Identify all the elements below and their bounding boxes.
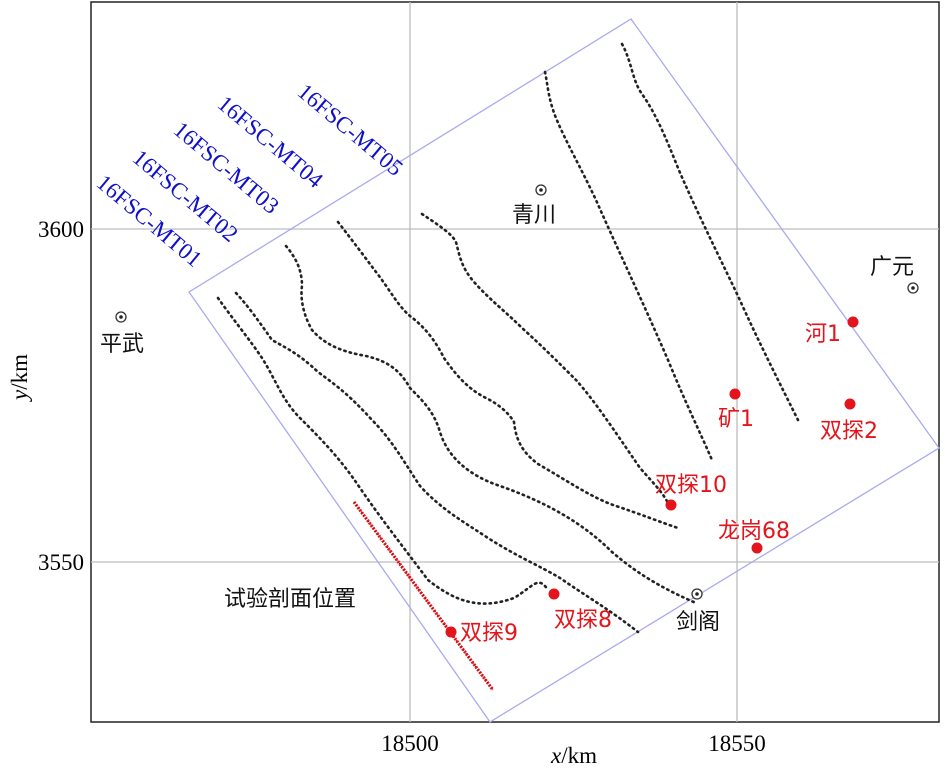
trace-16FSC-MT03 <box>284 244 698 605</box>
well-label: 双探8 <box>554 608 612 633</box>
survey-area-boundary <box>188 18 940 723</box>
y-tick-label: 3600 <box>38 217 84 242</box>
test-profile-label: 试验剖面位置 <box>224 587 356 612</box>
x-axis-label: x/km <box>550 743 597 768</box>
well-marker-icon <box>665 499 677 511</box>
y-tick-label: 3550 <box>38 550 84 575</box>
trace-16FSC-MT05 <box>420 212 672 510</box>
mt-traces <box>216 42 800 634</box>
town-marker-dot-icon <box>911 286 915 290</box>
well-marker-icon <box>844 398 856 410</box>
town-label: 剑阁 <box>676 610 720 635</box>
trace-16FSC-MT02 <box>234 291 640 634</box>
town-marker-dot-icon <box>539 188 543 192</box>
well-label: 双探9 <box>460 621 518 646</box>
well-marker-icon <box>751 542 763 554</box>
well-marker-icon <box>847 316 859 328</box>
well-label: 双探2 <box>820 419 878 444</box>
town-label: 青川 <box>512 203 556 228</box>
x-tick-label: 18500 <box>381 731 439 756</box>
well-label: 双探10 <box>655 473 727 498</box>
town-marker-dot-icon <box>119 315 123 319</box>
town-guangyuan: 广元 <box>870 255 919 294</box>
test-profile-dots <box>353 501 494 691</box>
trace-north-1 <box>543 70 714 462</box>
x-tick-label: 18550 <box>708 731 766 756</box>
town-jiange: 剑阁 <box>676 588 720 635</box>
town-pingwu: 平武 <box>100 311 144 357</box>
tick-labels: 18500 18550 3600 3550 <box>38 217 766 756</box>
town-label: 平武 <box>100 332 144 357</box>
grid <box>91 2 939 722</box>
well-marker-icon <box>548 588 560 600</box>
town-label: 广元 <box>870 255 914 280</box>
town-qingchuan: 青川 <box>512 184 556 228</box>
trace-16FSC-MT04 <box>336 220 680 530</box>
y-axis-label: y/km <box>7 354 32 402</box>
well-marker-icon <box>445 626 457 638</box>
trace-16FSC-MT01 <box>216 296 550 605</box>
well-label: 矿1 <box>718 407 754 432</box>
well-marker-icon <box>729 388 741 400</box>
town-marker-dot-icon <box>695 592 699 596</box>
towns: 青川 广元 平武 剑阁 <box>100 184 919 635</box>
well-label: 河1 <box>805 322 841 347</box>
plot-frame <box>90 1 940 723</box>
well-label: 龙岗68 <box>718 519 790 544</box>
trace-north-2 <box>620 42 800 422</box>
wells: 河1 矿1 双探2 双探10 龙岗68 双探8 双探9 <box>445 316 878 646</box>
